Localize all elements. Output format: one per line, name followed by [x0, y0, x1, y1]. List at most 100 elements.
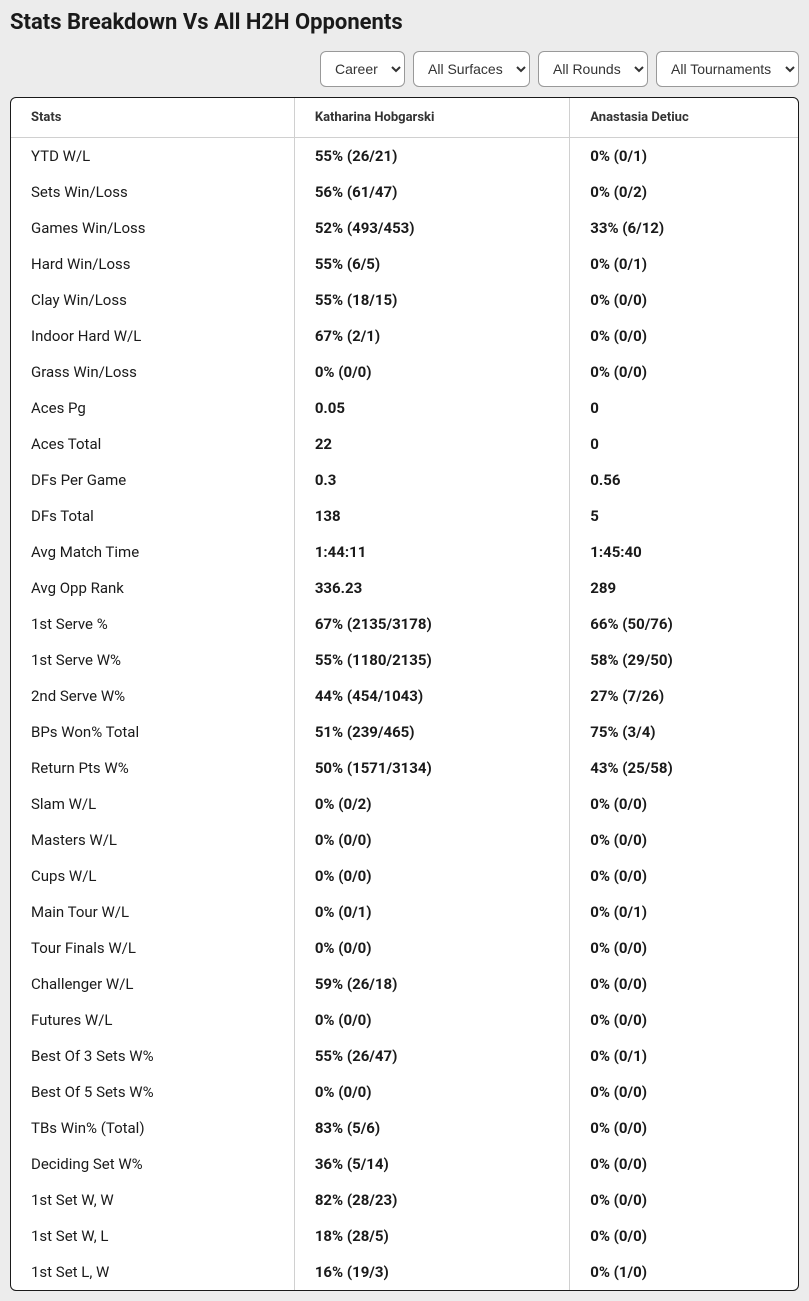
stat-player2: 0% (0/0): [570, 1218, 798, 1254]
stat-player2: 0% (0/1): [570, 894, 798, 930]
stat-label: Avg Opp Rank: [11, 570, 294, 606]
tournament-select[interactable]: All Tournaments: [656, 51, 799, 87]
stat-player1: 59% (26/18): [294, 966, 569, 1002]
table-row: Best Of 3 Sets W%55% (26/47)0% (0/1): [11, 1038, 798, 1074]
stat-player2: 58% (29/50): [570, 642, 798, 678]
stat-label: 1st Set L, W: [11, 1254, 294, 1290]
table-row: Masters W/L0% (0/0)0% (0/0): [11, 822, 798, 858]
table-row: Cups W/L0% (0/0)0% (0/0): [11, 858, 798, 894]
table-row: Sets Win/Loss56% (61/47)0% (0/2): [11, 174, 798, 210]
table-row: Tour Finals W/L0% (0/0)0% (0/0): [11, 930, 798, 966]
stat-player2: 0% (0/1): [570, 138, 798, 175]
stat-label: Best Of 5 Sets W%: [11, 1074, 294, 1110]
table-row: Return Pts W%50% (1571/3134)43% (25/58): [11, 750, 798, 786]
stat-label: Grass Win/Loss: [11, 354, 294, 390]
filter-bar: Career All Surfaces All Rounds All Tourn…: [10, 51, 799, 87]
stat-player2: 75% (3/4): [570, 714, 798, 750]
stat-player2: 33% (6/12): [570, 210, 798, 246]
stat-label: Aces Pg: [11, 390, 294, 426]
stats-table-container: Stats Katharina Hobgarski Anastasia Deti…: [10, 97, 799, 1291]
stat-player1: 336.23: [294, 570, 569, 606]
table-row: 1st Set L, W16% (19/3)0% (1/0): [11, 1254, 798, 1290]
table-row: DFs Total1385: [11, 498, 798, 534]
stat-label: DFs Per Game: [11, 462, 294, 498]
table-row: Slam W/L0% (0/2)0% (0/0): [11, 786, 798, 822]
table-row: Hard Win/Loss55% (6/5)0% (0/1): [11, 246, 798, 282]
stat-player1: 0.05: [294, 390, 569, 426]
stat-player1: 56% (61/47): [294, 174, 569, 210]
col-player1: Katharina Hobgarski: [294, 98, 569, 138]
stat-label: BPs Won% Total: [11, 714, 294, 750]
stat-label: YTD W/L: [11, 138, 294, 175]
table-row: 1st Serve %67% (2135/3178)66% (50/76): [11, 606, 798, 642]
stat-player1: 67% (2/1): [294, 318, 569, 354]
stat-player1: 55% (6/5): [294, 246, 569, 282]
stat-player2: 289: [570, 570, 798, 606]
stat-label: Games Win/Loss: [11, 210, 294, 246]
surface-select[interactable]: All Surfaces: [413, 51, 530, 87]
stat-label: 2nd Serve W%: [11, 678, 294, 714]
table-row: 2nd Serve W%44% (454/1043)27% (7/26): [11, 678, 798, 714]
stat-player1: 1:44:11: [294, 534, 569, 570]
stat-player2: 0% (0/0): [570, 318, 798, 354]
stat-player1: 50% (1571/3134): [294, 750, 569, 786]
stat-player1: 51% (239/465): [294, 714, 569, 750]
stat-player2: 0.56: [570, 462, 798, 498]
stat-player2: 43% (25/58): [570, 750, 798, 786]
stat-player1: 82% (28/23): [294, 1182, 569, 1218]
stat-label: TBs Win% (Total): [11, 1110, 294, 1146]
stat-player2: 0% (0/0): [570, 282, 798, 318]
table-row: Avg Opp Rank336.23289: [11, 570, 798, 606]
table-row: Futures W/L0% (0/0)0% (0/0): [11, 1002, 798, 1038]
round-select[interactable]: All Rounds: [538, 51, 648, 87]
stat-player2: 5: [570, 498, 798, 534]
stat-label: 1st Set W, L: [11, 1218, 294, 1254]
stat-player1: 55% (1180/2135): [294, 642, 569, 678]
stat-label: Tour Finals W/L: [11, 930, 294, 966]
stat-label: Clay Win/Loss: [11, 282, 294, 318]
stat-player2: 0% (1/0): [570, 1254, 798, 1290]
stat-player1: 0% (0/0): [294, 1002, 569, 1038]
stat-player1: 22: [294, 426, 569, 462]
stat-player2: 1:45:40: [570, 534, 798, 570]
stat-player2: 0% (0/2): [570, 174, 798, 210]
stat-player2: 0% (0/0): [570, 858, 798, 894]
stat-player2: 0% (0/0): [570, 966, 798, 1002]
stat-label: Masters W/L: [11, 822, 294, 858]
stat-player1: 0% (0/0): [294, 1074, 569, 1110]
stat-player1: 0.3: [294, 462, 569, 498]
stat-player2: 0% (0/0): [570, 1074, 798, 1110]
table-row: Grass Win/Loss0% (0/0)0% (0/0): [11, 354, 798, 390]
stat-label: Cups W/L: [11, 858, 294, 894]
stat-player2: 27% (7/26): [570, 678, 798, 714]
stat-player2: 0: [570, 426, 798, 462]
stat-label: 1st Serve %: [11, 606, 294, 642]
stats-table: Stats Katharina Hobgarski Anastasia Deti…: [11, 98, 798, 1290]
stat-player1: 16% (19/3): [294, 1254, 569, 1290]
stat-player1: 0% (0/0): [294, 354, 569, 390]
stat-player2: 0: [570, 390, 798, 426]
table-row: TBs Win% (Total)83% (5/6)0% (0/0): [11, 1110, 798, 1146]
table-row: 1st Set W, L18% (28/5)0% (0/0): [11, 1218, 798, 1254]
stat-player2: 0% (0/0): [570, 1182, 798, 1218]
stat-label: DFs Total: [11, 498, 294, 534]
col-stats: Stats: [11, 98, 294, 138]
table-row: 1st Serve W%55% (1180/2135)58% (29/50): [11, 642, 798, 678]
table-row: 1st Set W, W82% (28/23)0% (0/0): [11, 1182, 798, 1218]
table-header-row: Stats Katharina Hobgarski Anastasia Deti…: [11, 98, 798, 138]
stat-player1: 0% (0/0): [294, 822, 569, 858]
table-row: Deciding Set W%36% (5/14)0% (0/0): [11, 1146, 798, 1182]
stat-player2: 0% (0/0): [570, 822, 798, 858]
stat-label: Avg Match Time: [11, 534, 294, 570]
stat-label: 1st Set W, W: [11, 1182, 294, 1218]
period-select[interactable]: Career: [320, 51, 405, 87]
stat-player1: 138: [294, 498, 569, 534]
stat-player2: 0% (0/0): [570, 1002, 798, 1038]
stat-player2: 0% (0/0): [570, 1146, 798, 1182]
table-row: Best Of 5 Sets W%0% (0/0)0% (0/0): [11, 1074, 798, 1110]
stat-label: Best Of 3 Sets W%: [11, 1038, 294, 1074]
table-row: Aces Total220: [11, 426, 798, 462]
stat-player2: 0% (0/1): [570, 246, 798, 282]
stat-label: Aces Total: [11, 426, 294, 462]
stat-label: Indoor Hard W/L: [11, 318, 294, 354]
